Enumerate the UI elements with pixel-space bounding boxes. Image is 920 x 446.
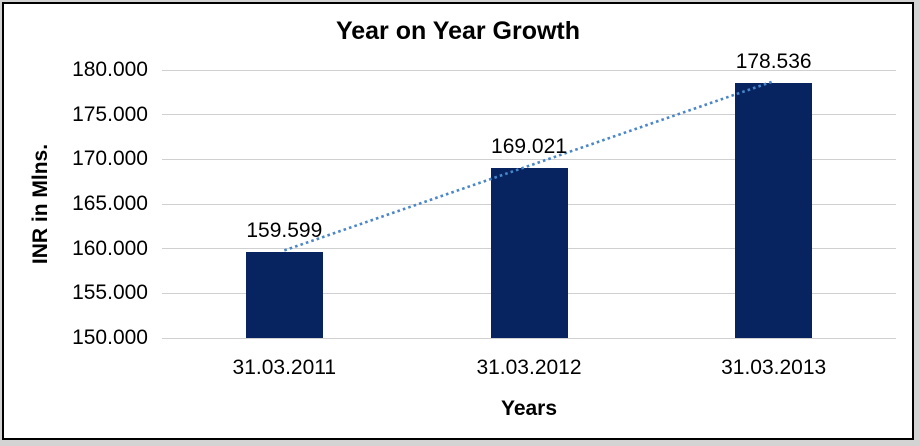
bar-data-label: 178.536 — [735, 50, 812, 74]
gridline — [162, 337, 896, 339]
plot-area — [162, 70, 896, 338]
y-tick-label: 155.000 — [72, 281, 148, 305]
x-tick-label: 31.03.2011 — [232, 356, 337, 379]
bar — [245, 252, 323, 338]
y-tick-label: 180.000 — [72, 58, 148, 81]
gridline — [162, 158, 896, 160]
bar-data-label: 159.599 — [246, 219, 323, 243]
chart-frame: Year on Year Growth INR in Mlns. 150.000… — [2, 2, 914, 440]
x-tick-label: 31.03.2012 — [476, 356, 582, 379]
bar — [735, 83, 813, 338]
trendline — [283, 79, 775, 252]
y-tick-label: 170.000 — [72, 147, 148, 171]
bar-data-label: 169.021 — [491, 135, 567, 159]
gridline — [162, 69, 896, 71]
y-tick-label: 150.000 — [72, 326, 148, 349]
y-tick-label: 160.000 — [72, 236, 148, 260]
y-tick-label: 175.000 — [72, 102, 148, 126]
gridline — [162, 114, 896, 116]
x-tick-label: 31.03.2013 — [721, 356, 827, 379]
x-axis-title: Years — [500, 397, 558, 420]
chart-title: Year on Year Growth — [335, 17, 581, 45]
y-tick-label: 165.000 — [72, 192, 148, 215]
bar — [490, 168, 568, 338]
